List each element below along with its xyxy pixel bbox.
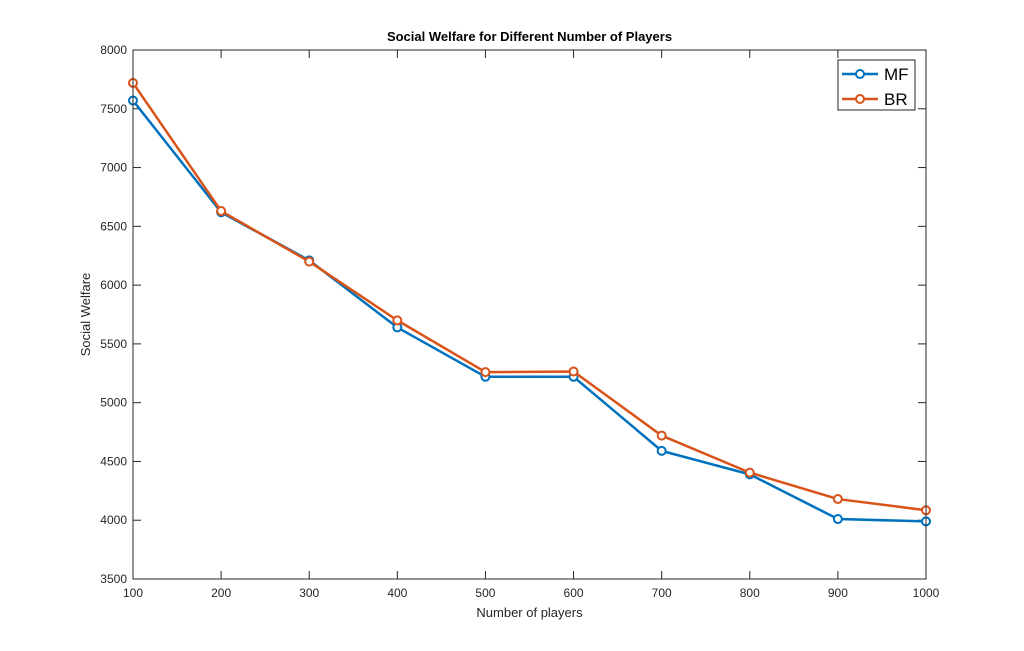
y-tick-label: 6000 — [100, 278, 127, 292]
x-tick-label: 700 — [652, 586, 672, 600]
x-tick-label: 600 — [564, 586, 584, 600]
data-point-br — [216, 206, 227, 217]
series-line-br — [131, 82, 927, 512]
legend-marker-br — [855, 94, 865, 104]
x-tick-label: 500 — [475, 586, 495, 600]
data-point-br — [568, 366, 579, 377]
x-tick-label: 400 — [387, 586, 407, 600]
x-axis-title: Number of players — [476, 605, 583, 620]
legend-marker-mf — [855, 69, 865, 79]
y-axis-title: Social Welfare — [78, 273, 93, 357]
y-tick-label: 4500 — [100, 454, 127, 468]
y-tick-label: 8000 — [100, 43, 127, 57]
x-tick-label: 200 — [211, 586, 231, 600]
y-tick-label: 5500 — [100, 337, 127, 351]
data-point-br — [744, 467, 755, 478]
x-tick-label: 300 — [299, 586, 319, 600]
y-tick-label: 6500 — [100, 219, 127, 233]
data-point-br — [656, 430, 667, 441]
x-tick-label: 900 — [828, 586, 848, 600]
x-tick-label: 100 — [123, 586, 143, 600]
chart-title: Social Welfare for Different Number of P… — [387, 29, 672, 44]
y-tick-label: 3500 — [100, 572, 127, 586]
y-tick-label: 7500 — [100, 102, 127, 116]
x-tick-label: 800 — [740, 586, 760, 600]
data-point-mf — [656, 445, 667, 456]
plot-area — [133, 50, 926, 579]
legend-label-br: BR — [884, 90, 908, 109]
legend-box — [837, 59, 916, 111]
y-tick-label: 4000 — [100, 513, 127, 527]
x-tick-label: 1000 — [913, 586, 940, 600]
data-point-br — [304, 256, 315, 267]
y-tick-label: 5000 — [100, 396, 127, 410]
data-point-br — [480, 367, 491, 378]
ticks-layer: 100 200 300 400 500 600 700 800 900 1000 3500 4000 4… — [100, 43, 939, 600]
legend-label-mf: MF — [884, 65, 909, 84]
data-point-br — [832, 494, 843, 505]
plot-frame — [132, 49, 927, 580]
data-point-br — [392, 315, 403, 326]
data-point-mf — [832, 514, 843, 525]
y-tick-label: 7000 — [100, 161, 127, 175]
legend: MF BR — [837, 59, 916, 111]
